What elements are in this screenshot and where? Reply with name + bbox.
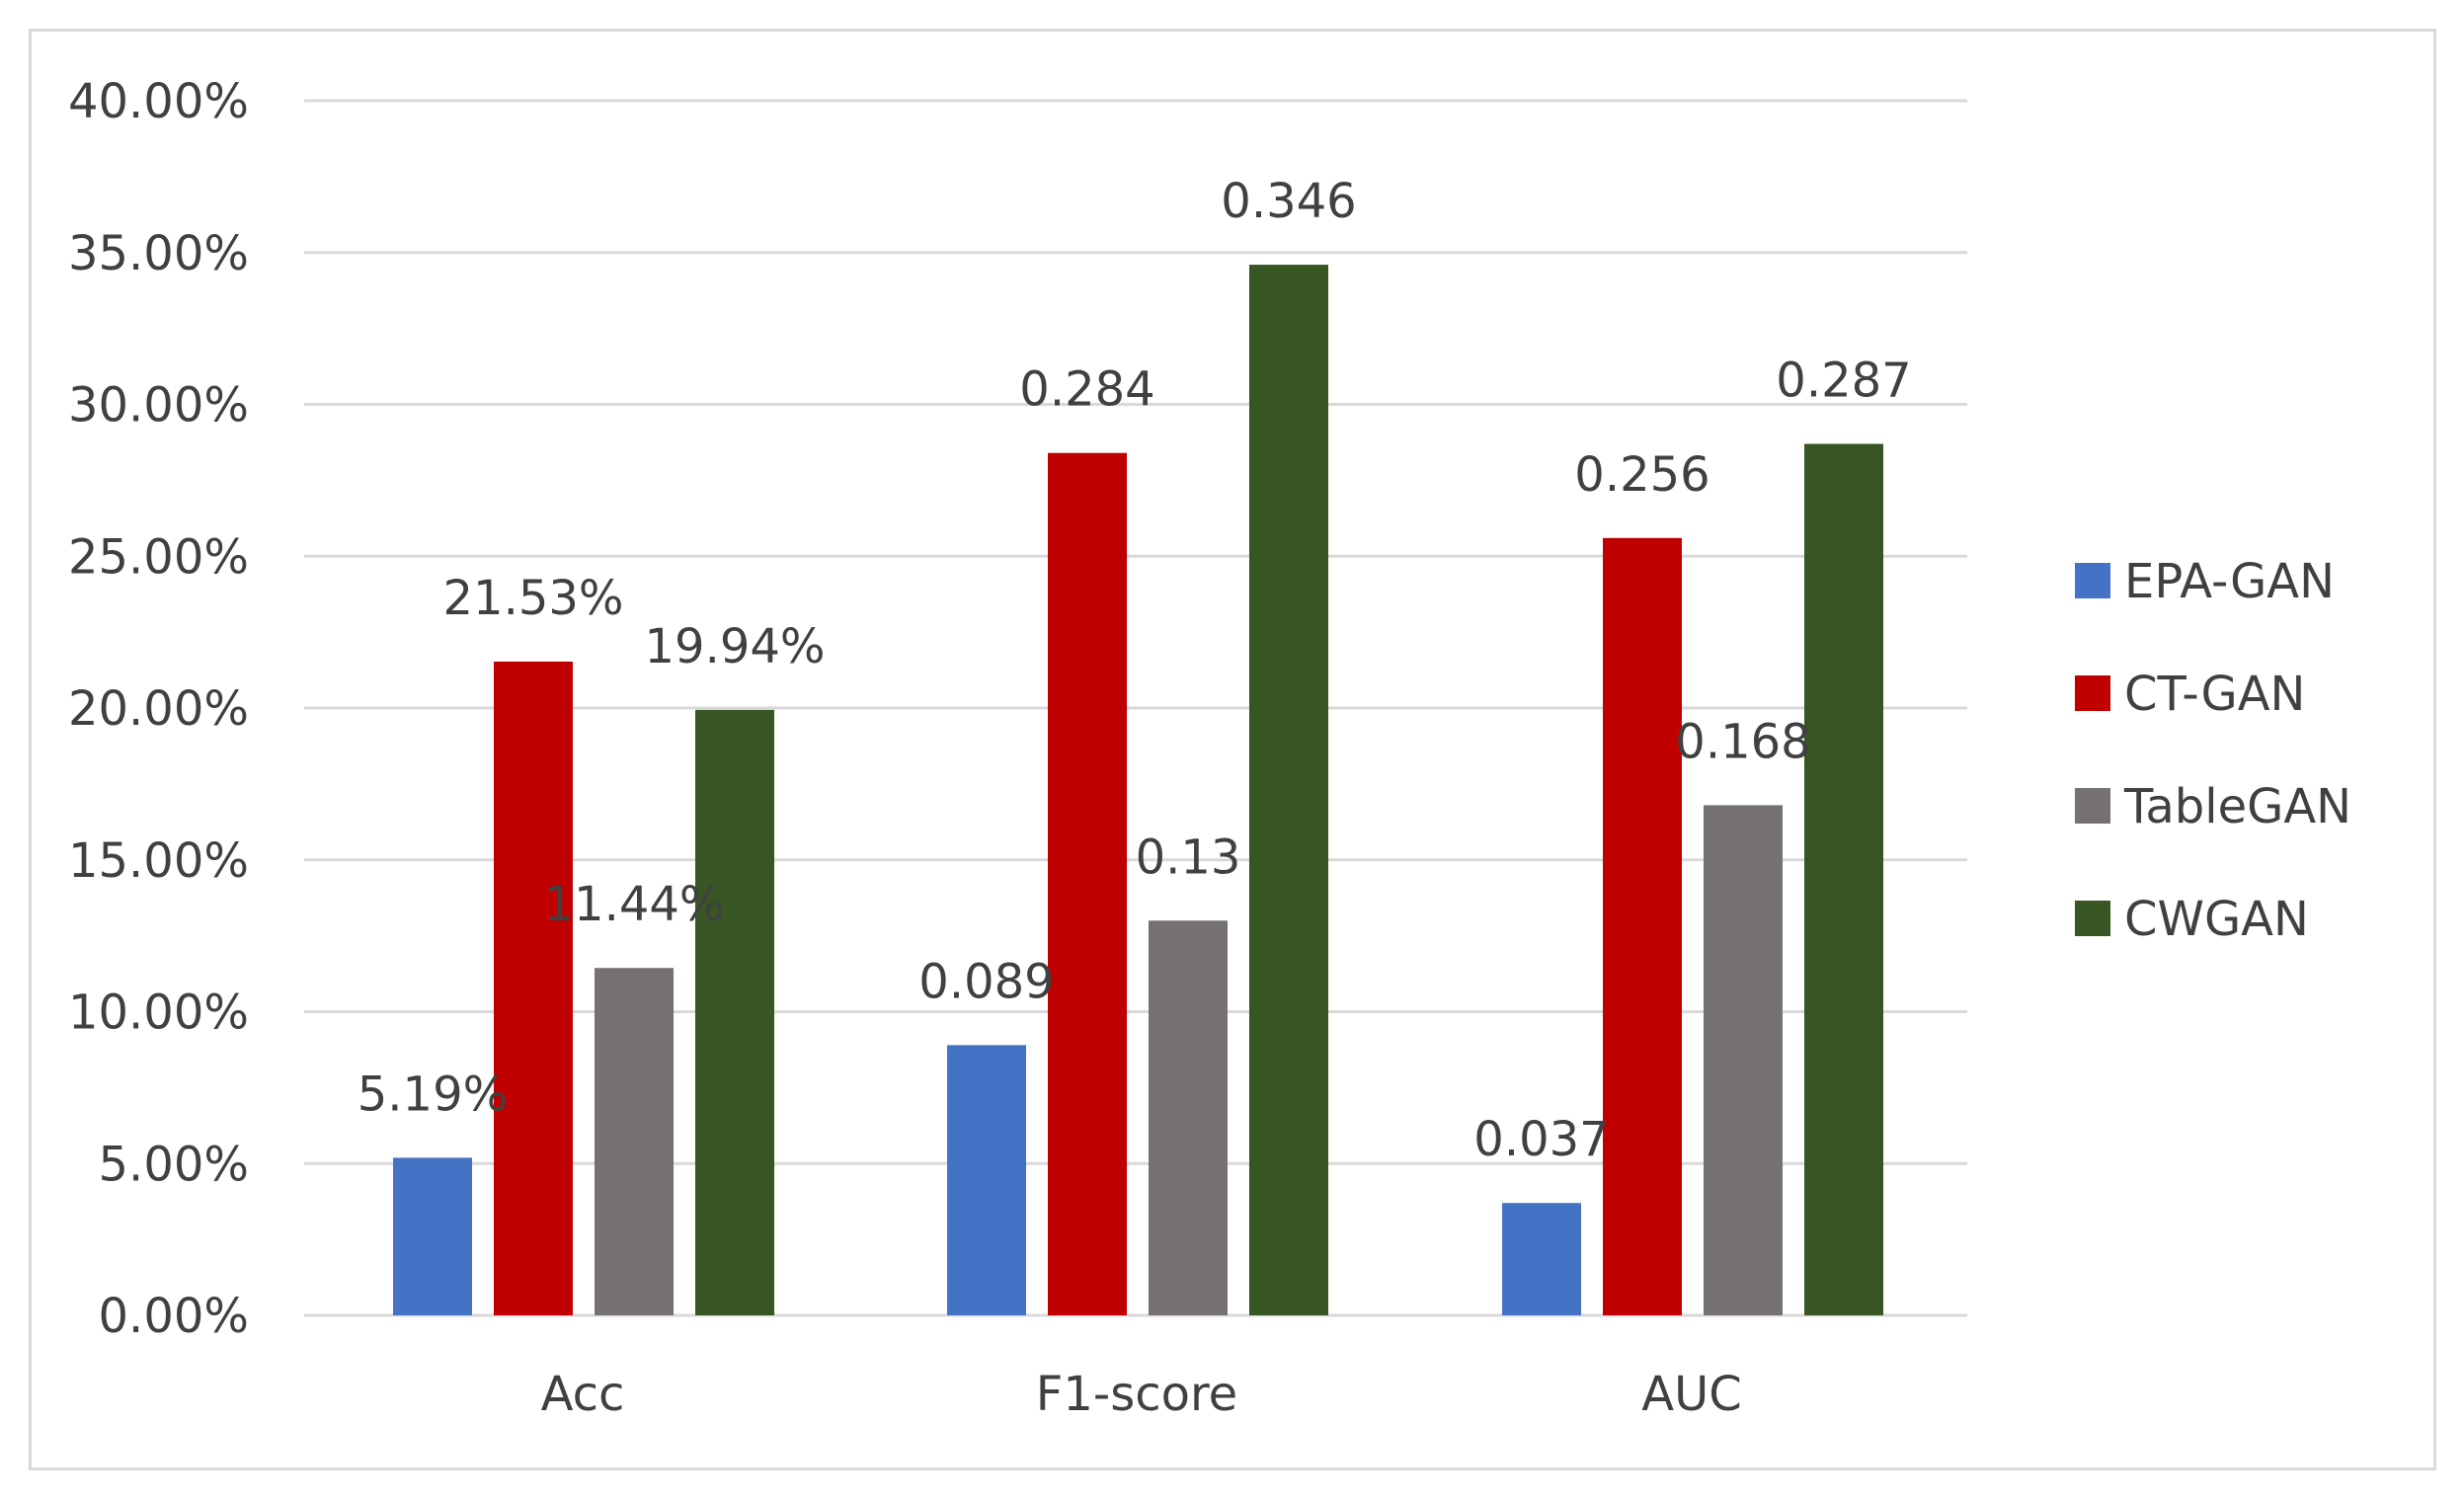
- bar-ct-gan-auc: [1603, 537, 1682, 1315]
- data-label: 19.94%: [644, 619, 825, 674]
- legend-label: EPA-GAN: [2124, 554, 2335, 609]
- bar-epa-gan-f1-score: [947, 1045, 1026, 1315]
- bar-tablegan-auc: [1704, 805, 1783, 1315]
- y-tick-label: 35.00%: [68, 226, 249, 281]
- legend-swatch: [2075, 675, 2110, 711]
- bar-ct-gan-acc: [494, 661, 573, 1315]
- data-label: 0.037: [1473, 1112, 1609, 1167]
- data-label: 0.256: [1574, 447, 1709, 503]
- legend: EPA-GAN CT-GAN TableGAN CWGAN: [2075, 554, 2351, 947]
- y-tick-label: 15.00%: [68, 833, 249, 889]
- data-label: 11.44%: [543, 877, 724, 932]
- data-label: 0.13: [1136, 830, 1241, 885]
- bar-cwgan-f1-score: [1249, 265, 1328, 1315]
- data-label: 0.168: [1675, 714, 1810, 769]
- x-axis-category-labels: Acc F1-score AUC: [541, 1367, 1742, 1422]
- y-tick-label: 40.00%: [68, 74, 249, 129]
- bar-tablegan-f1-score: [1149, 920, 1228, 1315]
- bars: [393, 265, 1883, 1316]
- y-tick-label: 0.00%: [99, 1289, 249, 1344]
- data-label: 5.19%: [358, 1067, 508, 1122]
- data-label: 0.346: [1221, 174, 1356, 229]
- bar-ct-gan-f1-score: [1048, 452, 1127, 1315]
- legend-label: CWGAN: [2124, 892, 2309, 947]
- legend-swatch: [2075, 788, 2110, 824]
- x-tick-label: Acc: [541, 1367, 625, 1422]
- bar-epa-gan-auc: [1502, 1203, 1581, 1315]
- gridlines: [304, 99, 1967, 1317]
- bar-cwgan-acc: [695, 709, 774, 1315]
- y-tick-label: 20.00%: [68, 681, 249, 737]
- data-label: 0.284: [1019, 362, 1154, 418]
- data-labels: 5.19% 0.089 0.037 21.53% 0.284 0.256 11.44% 0.1…: [358, 174, 1912, 1167]
- legend-label: CT-GAN: [2124, 667, 2305, 722]
- data-label: 0.089: [918, 954, 1054, 1009]
- x-tick-label: AUC: [1641, 1367, 1741, 1422]
- legend-swatch: [2075, 563, 2110, 598]
- data-label: 0.287: [1776, 353, 1911, 408]
- bar-tablegan-acc: [595, 968, 674, 1315]
- y-tick-label: 30.00%: [68, 378, 249, 434]
- y-tick-label: 25.00%: [68, 529, 249, 585]
- x-tick-label: F1-score: [1036, 1367, 1237, 1422]
- legend-label: TableGAN: [2123, 779, 2351, 834]
- legend-swatch: [2075, 901, 2110, 936]
- bar-epa-gan-acc: [393, 1157, 472, 1315]
- y-tick-label: 5.00%: [99, 1137, 249, 1192]
- data-label: 21.53%: [442, 571, 623, 626]
- y-tick-label: 10.00%: [68, 986, 249, 1041]
- bar-cwgan-auc: [1804, 443, 1883, 1316]
- y-axis-tick-labels: 0.00% 5.00% 10.00% 15.00% 20.00% 25.00% 30.00%…: [68, 74, 249, 1344]
